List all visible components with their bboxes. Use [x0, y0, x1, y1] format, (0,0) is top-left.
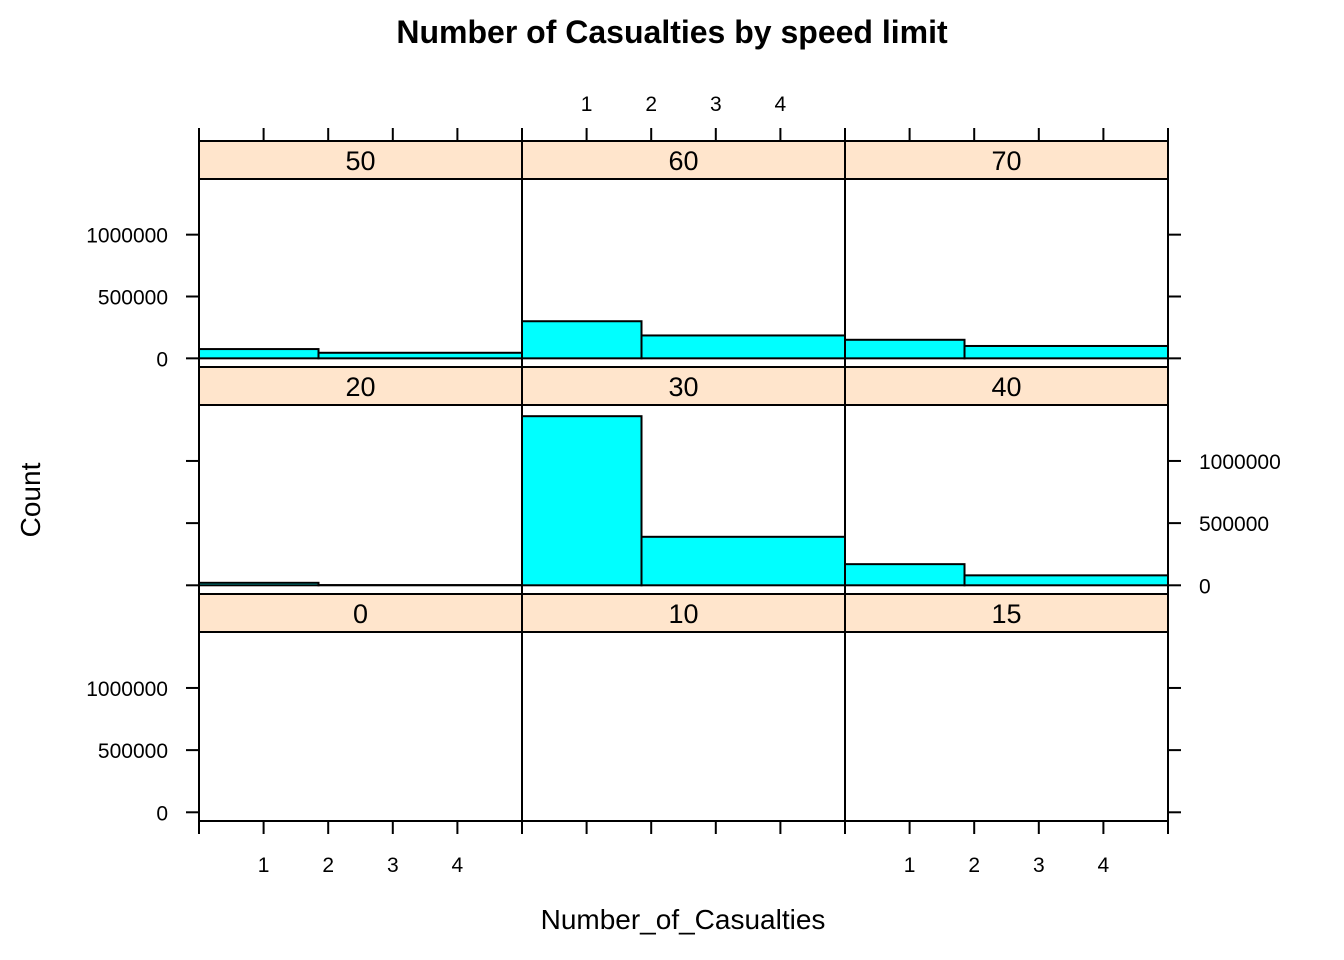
- strip-label-speed-70: 70: [991, 146, 1021, 176]
- x-tick-label: 1: [581, 93, 593, 116]
- panel-speed-60: 60: [521, 140, 847, 368]
- x-tick-label: 4: [1098, 854, 1110, 877]
- bar-speed-40-bin-2: [963, 574, 1170, 587]
- y-tick-label: 500000: [98, 740, 168, 763]
- y-tick-label: 1000000: [86, 678, 168, 701]
- strip-label-speed-20: 20: [345, 372, 375, 402]
- strip-label-speed-40: 40: [991, 372, 1021, 402]
- strip-speed-15: [844, 593, 1169, 633]
- x-tick-label: 4: [452, 854, 464, 877]
- strip-label-speed-60: 60: [668, 146, 698, 176]
- strip-label-speed-15: 15: [991, 599, 1021, 629]
- x-tick-label: 3: [1033, 854, 1045, 877]
- panel-speed-0: 0: [198, 593, 523, 822]
- bar-speed-20-bin-1: [198, 581, 320, 587]
- bar-speed-70-bin-1: [844, 338, 966, 360]
- panel-border-speed-70: [844, 140, 1169, 368]
- strip-label-speed-0: 0: [353, 599, 368, 629]
- bar-speed-50-bin-2: [317, 351, 524, 360]
- panel-speed-40: 40: [844, 366, 1170, 595]
- x-tick-label: 4: [775, 93, 787, 116]
- panel-speed-15: 15: [844, 593, 1169, 822]
- bar-speed-70-bin-2: [963, 344, 1170, 360]
- bar-speed-30-bin-1: [521, 415, 643, 587]
- bar-speed-50-bin-1: [198, 348, 320, 360]
- panel-speed-30: 30: [521, 366, 847, 595]
- y-tick-label: 0: [156, 348, 168, 371]
- panel-speed-70: 70: [844, 140, 1170, 368]
- panel-grid: 0 10 15 20 30 40 50 60 70: [198, 140, 1170, 822]
- axes: 1 2 3 41 2 3 41 2 3 40500000100000005000001000000…: [86, 93, 1281, 877]
- bar-speed-60-bin-2: [640, 334, 847, 360]
- x-tick-label: 2: [645, 93, 657, 116]
- strip-speed-40: [844, 366, 1169, 406]
- strip-label-speed-50: 50: [345, 146, 375, 176]
- x-tick-label: 1: [904, 854, 916, 877]
- panel-speed-10: 10: [521, 593, 846, 822]
- y-tick-label: 0: [156, 802, 168, 825]
- y-tick-label: 1000000: [86, 225, 168, 248]
- bar-speed-30-bin-2: [640, 535, 847, 587]
- x-tick-label: 1: [258, 854, 270, 877]
- strip-label-speed-10: 10: [668, 599, 698, 629]
- strip-speed-70: [844, 140, 1169, 180]
- x-tick-label: 2: [322, 854, 334, 877]
- strip-label-speed-30: 30: [668, 372, 698, 402]
- bar-speed-60-bin-1: [521, 320, 643, 360]
- y-tick-label: 500000: [98, 287, 168, 310]
- chart-title: Number of Casualties by speed limit: [396, 14, 948, 50]
- y-tick-label: 1000000: [1199, 451, 1281, 474]
- y-tick-label: 500000: [1199, 513, 1269, 536]
- panel-speed-50: 50: [198, 140, 524, 368]
- x-tick-label: 3: [710, 93, 722, 116]
- panel-speed-20: 20: [198, 366, 524, 595]
- y-tick-label: 0: [1199, 575, 1211, 598]
- y-axis-title: Count: [15, 462, 46, 537]
- x-tick-label: 2: [968, 854, 980, 877]
- x-axis-title: Number_of_Casualties: [541, 904, 826, 935]
- x-tick-label: 3: [387, 854, 399, 877]
- strip-speed-10: [521, 593, 846, 633]
- bar-speed-40-bin-1: [844, 563, 966, 587]
